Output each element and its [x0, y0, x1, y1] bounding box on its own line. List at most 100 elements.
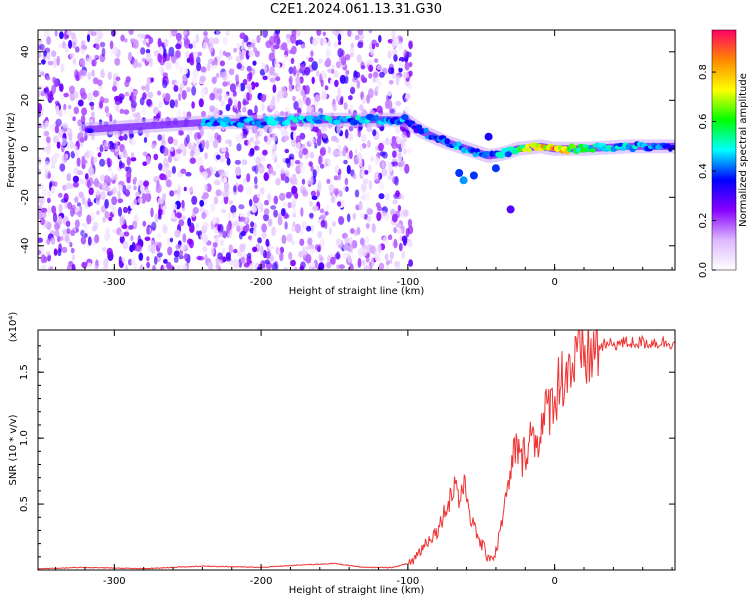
noise-blob	[400, 160, 406, 167]
noise-blob	[294, 223, 301, 234]
noise-blob	[239, 54, 245, 61]
noise-blob	[292, 130, 297, 141]
noise-blob	[173, 84, 179, 92]
noise-blob	[248, 71, 253, 80]
noise-blob	[70, 229, 76, 236]
noise-blob	[393, 36, 399, 46]
noise-blob	[386, 99, 393, 110]
noise-blob	[56, 55, 60, 66]
noise-blob	[261, 223, 267, 233]
noise-blob	[376, 206, 383, 212]
noise-blob	[124, 166, 129, 172]
noise-blob	[72, 175, 79, 183]
noise-blob	[237, 184, 244, 193]
noise-blob	[284, 176, 290, 184]
noise-blob	[288, 66, 294, 75]
noise-blob	[100, 68, 105, 78]
noise-blob	[51, 50, 57, 58]
noise-blob	[141, 57, 146, 63]
noise-blob	[178, 92, 182, 102]
noise-blob	[375, 202, 381, 208]
noise-blob	[188, 43, 193, 49]
noise-blob	[403, 148, 407, 155]
noise-blob	[125, 76, 131, 83]
noise-blob	[58, 203, 63, 214]
noise-blob	[332, 150, 339, 158]
noise-blob	[215, 189, 222, 197]
noise-blob	[398, 146, 403, 153]
noise-blob	[361, 170, 365, 177]
noise-blob	[73, 106, 80, 115]
noise-blob	[140, 184, 145, 193]
noise-blob	[226, 224, 231, 234]
noise-blob	[264, 199, 269, 206]
noise-blob	[142, 39, 147, 45]
noise-blob	[349, 263, 354, 270]
noise-blob	[293, 100, 299, 111]
noise-blob	[92, 54, 98, 59]
noise-blob	[63, 103, 67, 111]
noise-blob	[138, 252, 144, 261]
noise-blob	[257, 237, 262, 244]
noise-blob	[110, 190, 114, 196]
noise-blob	[81, 261, 88, 269]
noise-blob	[135, 191, 140, 197]
noise-blob	[271, 95, 276, 106]
noise-blob	[59, 83, 64, 92]
colorbar-tick-label: 0.2	[698, 213, 709, 229]
noise-blob	[92, 90, 99, 98]
noise-blob	[47, 60, 54, 66]
noise-blob	[393, 226, 397, 234]
noise-blob	[38, 109, 41, 118]
noise-blob	[107, 71, 112, 80]
noise-blob	[288, 251, 293, 261]
noise-blob	[358, 200, 363, 211]
noise-blob	[347, 244, 354, 253]
noise-blob	[195, 137, 200, 147]
noise-blob	[233, 99, 238, 109]
noise-blob	[145, 192, 152, 203]
noise-blob	[190, 149, 195, 157]
noise-blob	[40, 254, 46, 264]
noise-blob	[208, 42, 214, 53]
noise-blob	[246, 255, 252, 265]
noise-blob	[290, 239, 296, 246]
noise-blob	[124, 264, 129, 270]
noise-blob	[69, 52, 75, 59]
noise-blob	[60, 63, 65, 73]
noise-blob	[335, 238, 342, 246]
noise-blob	[299, 265, 304, 270]
noise-blob	[362, 178, 369, 185]
noise-blob	[389, 251, 394, 260]
noise-blob	[347, 254, 352, 263]
noise-blob	[203, 173, 208, 179]
noise-blob	[285, 191, 292, 199]
noise-blob	[269, 254, 274, 263]
noise-blob	[314, 94, 321, 102]
noise-blob	[115, 103, 120, 112]
noise-blob	[354, 148, 358, 154]
noise-blob	[252, 60, 257, 66]
noise-blob	[59, 163, 66, 172]
heatmap-noise	[38, 30, 414, 270]
noise-blob	[288, 82, 294, 92]
noise-blob	[262, 75, 268, 81]
noise-blob	[183, 243, 189, 249]
noise-blob	[174, 229, 181, 238]
signal-branch-blob	[455, 169, 464, 177]
noise-blob	[329, 79, 334, 85]
noise-blob	[175, 244, 181, 250]
noise-blob	[228, 68, 235, 76]
noise-blob	[122, 240, 129, 250]
noise-blob	[133, 176, 138, 183]
noise-blob	[117, 206, 123, 217]
noise-blob	[196, 156, 203, 166]
noise-blob	[104, 140, 110, 151]
noise-blob	[139, 97, 145, 106]
noise-blob	[58, 192, 63, 198]
noise-blob	[166, 261, 172, 270]
noise-blob	[300, 89, 305, 96]
noise-blob	[291, 45, 297, 55]
noise-blob	[312, 126, 319, 133]
signal-blob	[236, 121, 245, 128]
